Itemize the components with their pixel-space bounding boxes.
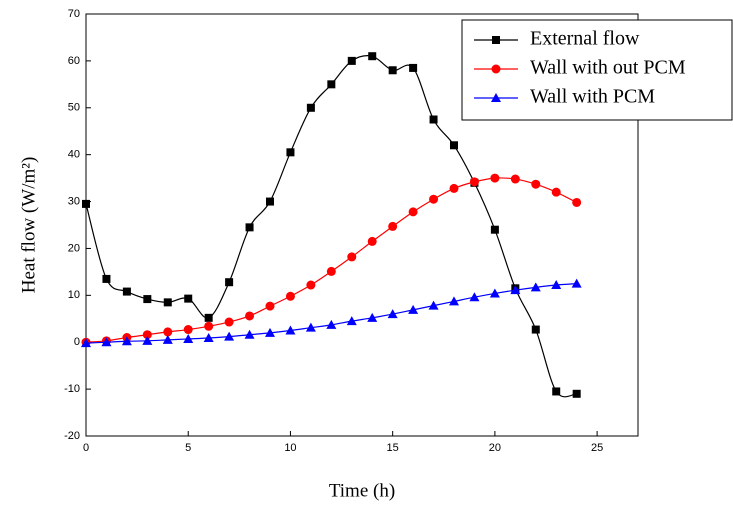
marker [346, 316, 357, 326]
marker [265, 327, 275, 337]
marker [285, 325, 296, 335]
marker [450, 141, 458, 150]
y-tick-label: 20 [68, 242, 80, 254]
marker [244, 329, 255, 339]
y-tick-label: -20 [64, 430, 80, 442]
series-line [85, 177, 577, 343]
marker [306, 280, 316, 290]
marker [491, 93, 501, 102]
x-tick-label: 15 [387, 442, 399, 454]
marker [551, 187, 561, 197]
marker [551, 280, 562, 290]
marker [510, 174, 520, 184]
marker [572, 197, 582, 207]
marker [572, 389, 581, 398]
marker [449, 296, 459, 306]
marker [327, 80, 336, 89]
marker [266, 197, 274, 206]
marker [326, 319, 337, 329]
marker [305, 322, 316, 332]
marker [367, 236, 377, 246]
marker [388, 66, 397, 75]
x-tick-label: 5 [185, 442, 191, 454]
x-tick-label: 10 [284, 442, 296, 454]
marker [122, 287, 131, 296]
marker [82, 199, 90, 208]
x-tick-label: 0 [83, 442, 89, 454]
x-axis-title: Time (h) [329, 480, 395, 501]
marker [183, 325, 193, 335]
marker [571, 278, 582, 288]
x-tick-label: 25 [591, 442, 603, 454]
marker [428, 300, 439, 310]
y-tick-label: 30 [68, 195, 80, 207]
marker [306, 103, 315, 112]
y-tick-label: 70 [68, 8, 80, 20]
marker [449, 183, 459, 193]
y-tick-label: 0 [74, 336, 80, 348]
marker [101, 337, 112, 347]
legend-label: Wall with PCM [530, 86, 655, 108]
marker [162, 334, 173, 344]
y-tick-label: 50 [68, 102, 80, 114]
marker [530, 282, 541, 292]
marker [142, 330, 152, 340]
marker [203, 333, 214, 343]
marker [409, 63, 418, 72]
marker [143, 295, 152, 304]
marker [245, 311, 255, 321]
marker [408, 304, 419, 314]
marker [245, 223, 254, 232]
plot-frame [85, 13, 639, 437]
marker [224, 331, 235, 341]
marker [163, 298, 172, 307]
marker [224, 317, 234, 327]
marker [81, 338, 91, 348]
marker [489, 288, 500, 298]
series-line [85, 283, 577, 344]
marker [184, 294, 193, 303]
marker [163, 327, 173, 337]
marker [531, 179, 541, 189]
marker [490, 225, 499, 234]
marker [510, 285, 521, 295]
marker [491, 64, 501, 74]
marker [429, 115, 438, 124]
marker [552, 387, 561, 396]
marker [469, 292, 480, 302]
marker [408, 207, 418, 217]
marker [204, 321, 214, 331]
y-tick-label: 10 [68, 289, 80, 301]
marker [347, 252, 357, 262]
marker [285, 291, 295, 301]
marker [367, 312, 378, 322]
marker [183, 333, 194, 343]
marker [387, 309, 398, 319]
marker [388, 221, 398, 231]
y-tick-label: 40 [68, 149, 80, 161]
marker [265, 301, 275, 311]
marker [326, 266, 336, 276]
legend-label: Wall with out PCM [530, 57, 686, 79]
legend-box [461, 19, 733, 121]
marker [347, 56, 356, 65]
marker [102, 274, 111, 283]
x-tick-label: 20 [489, 442, 501, 454]
marker [429, 194, 439, 204]
marker [225, 278, 234, 287]
y-tick-label: -10 [64, 383, 80, 395]
marker [490, 173, 500, 183]
marker [492, 36, 500, 44]
marker [286, 148, 295, 157]
marker [469, 177, 479, 187]
y-axis-title: Heat flow (W/m²) [18, 157, 39, 294]
marker [368, 52, 377, 61]
y-tick-label: 60 [68, 55, 80, 67]
marker [531, 325, 540, 334]
marker [204, 313, 213, 322]
legend-label: External flow [530, 28, 640, 50]
marker [142, 335, 153, 345]
marker [121, 336, 132, 346]
